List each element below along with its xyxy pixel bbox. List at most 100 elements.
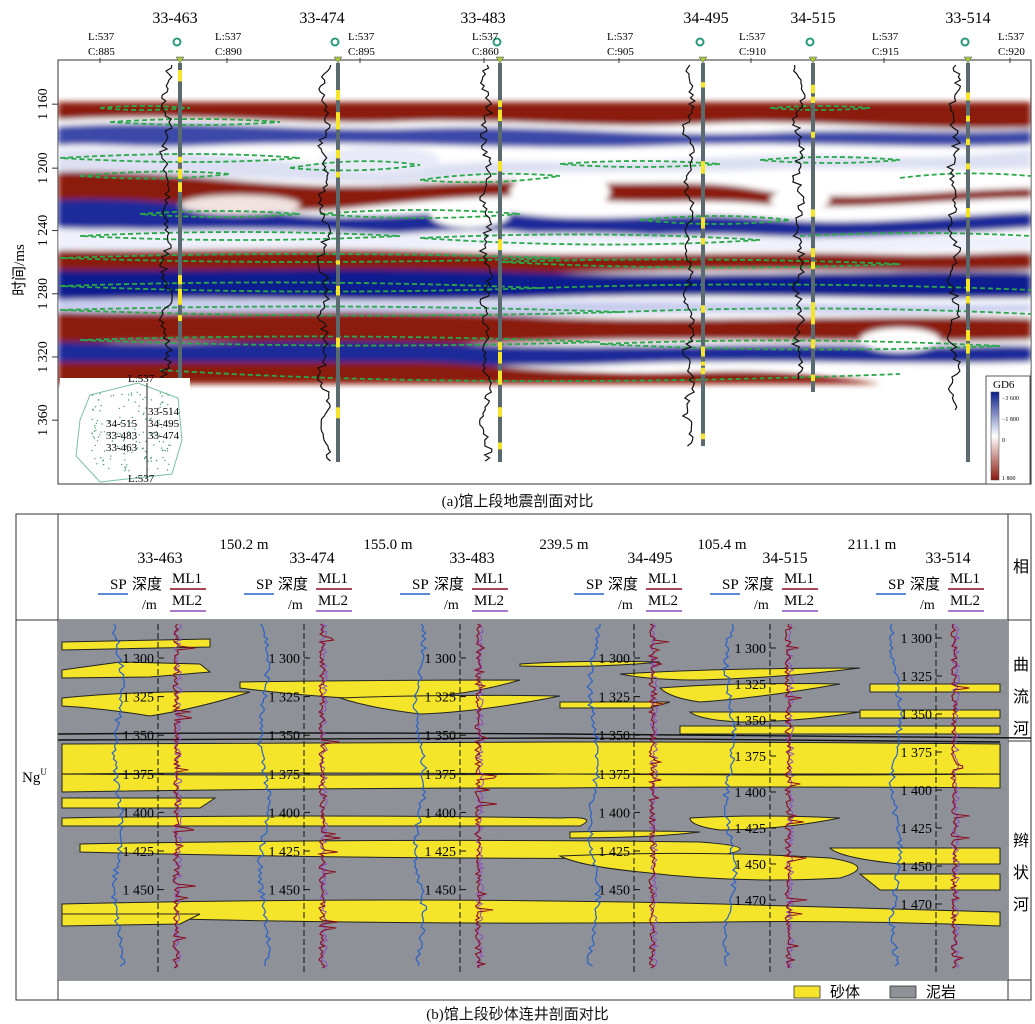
- trace-cdp-label: C:860: [472, 46, 499, 58]
- correlation-well-header: 33-514 SP 深度/m ML1 ML2: [876, 550, 984, 613]
- correlation-well-header: 34-515 SP 深度/m ML1 ML2: [710, 550, 818, 613]
- inset-dot: [142, 431, 144, 433]
- inset-dot: [149, 418, 151, 420]
- inset-dot: [102, 459, 105, 461]
- inset-dot: [141, 448, 144, 450]
- ml1-curve: [317, 623, 341, 969]
- inset-dot: [155, 434, 157, 436]
- correlation-well-log: 1 300 1 325 1 350 1 375 1 400 1 425 1 450 1 470: [722, 623, 808, 972]
- ml2-curve: [951, 623, 961, 969]
- well-location-icon: [695, 37, 705, 47]
- inset-dot: [91, 449, 93, 452]
- colorbar-title: GD6: [993, 379, 1015, 391]
- inset-dot: [112, 437, 114, 440]
- depth-label: 1 300: [123, 652, 155, 667]
- inset-dot: [127, 394, 130, 396]
- seismic-log-curve: [790, 64, 806, 381]
- wellbore-sand-mark: [498, 341, 502, 351]
- inset-dot: [158, 407, 160, 410]
- inset-dot: [129, 433, 131, 435]
- wellbore-sand-mark: [701, 433, 705, 440]
- inset-dot: [119, 448, 121, 451]
- wellbore-sand-mark: [178, 156, 182, 163]
- correlation-well-name: 34-495: [627, 550, 672, 567]
- well-spacing-label: 155.0 m: [363, 537, 413, 553]
- inset-dot: [150, 460, 153, 462]
- inset-dot: [167, 404, 169, 406]
- legend: 砂体 泥岩: [793, 984, 956, 1001]
- depth-label: 1 375: [599, 768, 631, 783]
- wellbore-sand-mark: [336, 89, 340, 101]
- wellbore-sand-mark: [966, 343, 970, 354]
- seismic-section-panel: 时间/ms 1 160 1 200 1 240 1 280 1 320 1 360 33-…: [11, 10, 1032, 485]
- wellbore-sand-mark: [966, 163, 970, 170]
- seismic-well-name: 33-474: [299, 10, 344, 27]
- inset-dot: [128, 399, 130, 401]
- correlation-well-header: 33-474 SP 深度/m ML1 ML2: [244, 550, 352, 613]
- sp-curve: [256, 623, 272, 966]
- trace-line-label: L:537: [215, 31, 242, 43]
- depth-unit-header: /m: [920, 598, 935, 613]
- inset-dot: [109, 458, 112, 460]
- wellbore-sand-mark: [811, 84, 815, 94]
- y-tick-label: 1 360: [36, 404, 51, 436]
- inset-well-33-514: 33-514: [148, 406, 180, 418]
- inset-dot: [123, 452, 125, 455]
- trace-cdp-label: C:910: [739, 46, 766, 58]
- depth-label: 1 375: [123, 768, 155, 783]
- legend-sand-swatch: [793, 985, 821, 999]
- inset-dot: [159, 406, 161, 408]
- depth-label: 1 470: [901, 898, 933, 913]
- facies-lower-2: 状: [1013, 864, 1029, 882]
- colorbar-tick: 1 800: [1002, 476, 1016, 482]
- inset-dot: [92, 408, 94, 410]
- inset-dot: [161, 447, 163, 449]
- inset-dot: [94, 424, 96, 427]
- wellbore-sand-mark: [498, 442, 502, 450]
- inset-dot: [101, 423, 103, 425]
- wellbore-sand-mark: [178, 275, 182, 283]
- y-tick-label: 1 240: [36, 215, 51, 247]
- inset-dot: [164, 449, 167, 452]
- wellbore-sand-mark: [178, 182, 182, 192]
- legend-mud-swatch: [889, 985, 917, 999]
- depth-header: 深度: [744, 576, 774, 593]
- depth-label: 1 400: [269, 806, 301, 821]
- inset-dot: [162, 449, 164, 452]
- inset-dot: [118, 407, 121, 410]
- depth-label: 1 400: [901, 784, 933, 799]
- inset-dot: [145, 456, 147, 458]
- wellbore-sand-mark: [178, 296, 182, 305]
- ml2-header: ML2: [172, 593, 202, 609]
- wellbore-sand-mark: [336, 285, 340, 296]
- inset-dot: [159, 392, 162, 394]
- inset-dot: [119, 432, 121, 435]
- wellbore-sand-mark: [336, 149, 340, 159]
- inset-dot: [100, 431, 102, 433]
- wellbore-sand-mark: [498, 351, 502, 364]
- seismic-log-curve: [681, 64, 697, 447]
- correlation-well-log: 1 300 1 325 1 350 1 375 1 400 1 425 1 450: [256, 623, 341, 972]
- correlation-well-name: 33-463: [137, 550, 182, 567]
- trace-cdp-label: C:885: [88, 46, 115, 58]
- ml1-header: ML1: [474, 571, 504, 587]
- inset-dot: [106, 433, 108, 436]
- sp-header: SP: [412, 577, 429, 593]
- well-head-marker: [698, 56, 708, 64]
- inset-dot: [110, 455, 112, 457]
- inset-dot: [139, 441, 141, 444]
- inset-dot: [122, 440, 125, 442]
- legend-mud-label: 泥岩: [926, 984, 956, 1001]
- depth-label: 1 300: [901, 632, 933, 647]
- depth-label: 1 425: [123, 845, 155, 860]
- inset-dot: [95, 422, 98, 425]
- inset-dot: [169, 444, 171, 446]
- inset-dot: [110, 395, 112, 397]
- facies-upper-2: 流: [1013, 688, 1029, 706]
- inset-dot: [134, 401, 136, 403]
- depth-label: 1 450: [735, 858, 767, 873]
- inset-dot: [96, 463, 98, 465]
- wellbore-sand-mark: [701, 217, 705, 229]
- ml1-curve: [473, 623, 498, 969]
